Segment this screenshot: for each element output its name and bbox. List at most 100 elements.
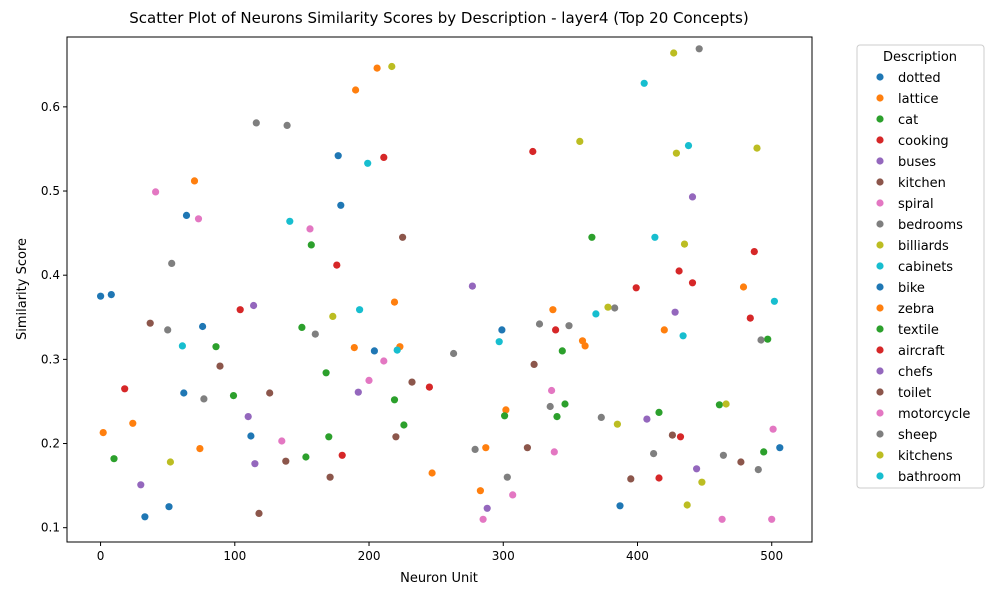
point-bedrooms-6 bbox=[450, 349, 458, 358]
legend-marker-kitchens bbox=[876, 451, 884, 459]
point-bedrooms-18 bbox=[757, 336, 765, 344]
point-cat-10 bbox=[501, 412, 509, 420]
point-buses-3 bbox=[251, 460, 259, 468]
point-kitchen-11 bbox=[627, 475, 635, 483]
point-buses-7 bbox=[643, 415, 651, 423]
point-lattice-6 bbox=[373, 64, 381, 72]
point-dotted-7 bbox=[247, 432, 255, 440]
point-cabinets-0 bbox=[178, 342, 186, 350]
x-tick-label: 0 bbox=[97, 549, 105, 563]
point-bedrooms-12 bbox=[597, 413, 605, 421]
point-cooking-0 bbox=[121, 385, 129, 393]
point-spiral-0 bbox=[152, 188, 160, 196]
point-bedrooms-4 bbox=[283, 121, 291, 129]
point-kitchen-6 bbox=[392, 433, 400, 441]
point-cooking-10 bbox=[675, 267, 683, 275]
point-bedrooms-17 bbox=[754, 466, 762, 474]
legend-label-cat: cat bbox=[898, 113, 918, 128]
point-spiral-12 bbox=[769, 425, 777, 433]
legend-label-spiral: spiral bbox=[898, 197, 934, 212]
point-cat-6 bbox=[322, 369, 330, 377]
point-cat-13 bbox=[561, 400, 569, 408]
point-lattice-11 bbox=[482, 444, 490, 452]
legend-box bbox=[856, 44, 985, 489]
x-axis: 0 100 200 300 400 500 bbox=[97, 542, 783, 563]
point-dotted-3 bbox=[165, 503, 173, 511]
point-cooking-1 bbox=[236, 306, 244, 314]
point-bedrooms-3 bbox=[252, 119, 260, 127]
legend-label-textile: textile bbox=[898, 323, 939, 338]
x-tick-label: 400 bbox=[626, 549, 649, 563]
point-dotted-8 bbox=[334, 152, 342, 160]
point-cooking-3 bbox=[338, 451, 346, 459]
point-cooking-14 bbox=[750, 248, 758, 256]
point-dotted-10 bbox=[370, 347, 378, 355]
point-cooking-12 bbox=[688, 279, 697, 287]
y-tick-label: 0.3 bbox=[41, 352, 60, 366]
point-spiral-11 bbox=[768, 515, 776, 523]
x-tick-label: 200 bbox=[358, 549, 381, 563]
legend-label-bathroom: bathroom bbox=[898, 470, 961, 485]
legend-marker-sheep bbox=[876, 430, 884, 438]
y-tick-label: 0.1 bbox=[41, 521, 60, 535]
point-lattice-9 bbox=[428, 469, 436, 477]
point-kitchen-1 bbox=[216, 362, 224, 370]
point-kitchen-10 bbox=[530, 360, 538, 368]
point-lattice-1 bbox=[129, 419, 137, 427]
legend-marker-cabinets bbox=[876, 262, 884, 270]
point-billiards-4 bbox=[604, 303, 612, 311]
point-buses-9 bbox=[688, 193, 697, 201]
point-billiards-0 bbox=[166, 458, 174, 466]
y-axis-label: Similarity Score bbox=[15, 238, 30, 340]
legend-label-sheep: sheep bbox=[898, 428, 937, 443]
y-tick-label: 0.4 bbox=[41, 268, 60, 282]
y-axis: 0.1 0.2 0.3 0.4 0.5 0.6 bbox=[41, 100, 67, 535]
legend-label-bedrooms: bedrooms bbox=[898, 218, 963, 233]
point-cat-12 bbox=[558, 347, 566, 355]
point-billiards-1 bbox=[329, 312, 337, 320]
x-axis-label: Neuron Unit bbox=[400, 571, 478, 586]
legend-label-aircraft: aircraft bbox=[898, 344, 945, 359]
point-kitchen-2 bbox=[255, 509, 263, 517]
point-spiral-10 bbox=[718, 515, 726, 523]
legend-label-zebra: zebra bbox=[898, 302, 934, 317]
point-billiards-9 bbox=[683, 501, 691, 509]
point-cabinets-10 bbox=[684, 142, 693, 150]
point-cabinets-8 bbox=[651, 233, 659, 241]
legend-marker-buses bbox=[876, 157, 884, 165]
legend-label-cabinets: cabinets bbox=[898, 260, 953, 275]
point-spiral-5 bbox=[380, 357, 388, 365]
x-tick-label: 100 bbox=[223, 549, 246, 563]
point-billiards-5 bbox=[613, 420, 622, 428]
point-cabinets-4 bbox=[393, 346, 401, 354]
point-billiards-12 bbox=[753, 144, 761, 152]
point-cooking-7 bbox=[552, 326, 560, 334]
point-bedrooms-0 bbox=[164, 326, 172, 334]
legend-label-bike: bike bbox=[898, 281, 925, 296]
point-kitchen-12 bbox=[668, 431, 677, 439]
legend-marker-aircraft bbox=[876, 346, 884, 354]
point-lattice-2 bbox=[190, 177, 199, 185]
point-dotted-6 bbox=[199, 322, 207, 331]
plot-area-frame bbox=[66, 36, 813, 543]
point-lattice-16 bbox=[660, 326, 668, 334]
point-kitchen-8 bbox=[408, 378, 416, 386]
legend-marker-bathroom bbox=[876, 472, 884, 480]
point-buses-10 bbox=[693, 465, 701, 473]
legend-marker-billiards bbox=[876, 241, 884, 249]
point-cooking-2 bbox=[333, 261, 341, 269]
legend-label-toilet: toilet bbox=[898, 386, 931, 401]
point-cooking-13 bbox=[746, 314, 754, 322]
point-cat-18 bbox=[764, 335, 772, 343]
point-lattice-3 bbox=[196, 445, 204, 453]
point-kitchen-0 bbox=[146, 319, 154, 327]
point-cabinets-9 bbox=[679, 332, 687, 340]
points-layer bbox=[97, 45, 784, 523]
point-lattice-5 bbox=[352, 86, 360, 94]
point-billiards-11 bbox=[722, 400, 730, 408]
point-bedrooms-11 bbox=[565, 322, 573, 330]
point-cat-14 bbox=[588, 233, 596, 241]
point-lattice-17 bbox=[739, 283, 748, 291]
point-spiral-9 bbox=[550, 448, 558, 456]
